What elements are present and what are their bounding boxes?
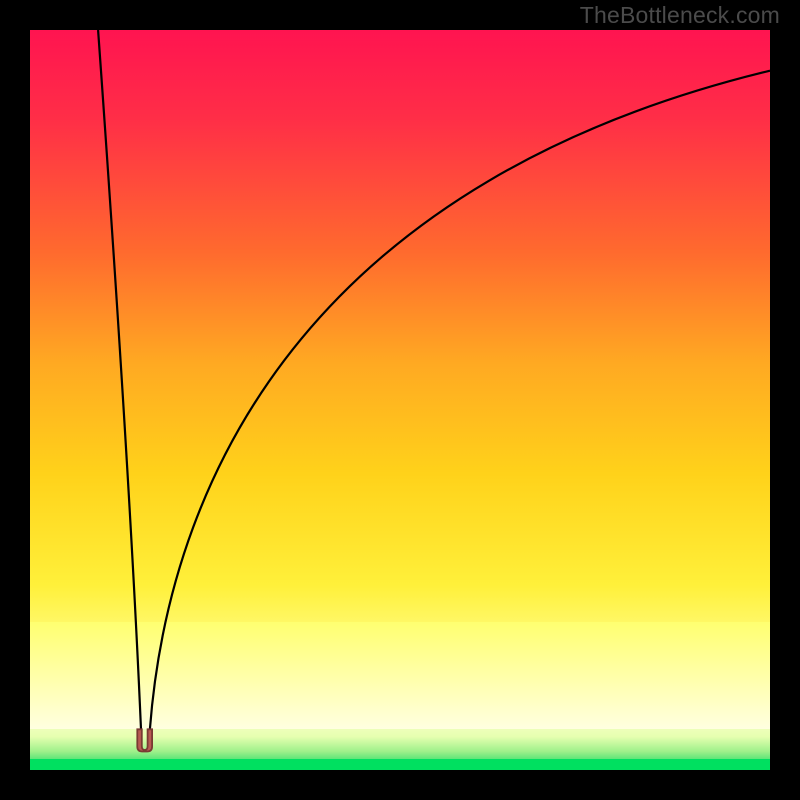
curve-left-branch bbox=[98, 30, 141, 729]
curve-layer bbox=[30, 30, 770, 770]
notch-marker bbox=[137, 729, 152, 751]
chart-root: TheBottleneck.com bbox=[0, 0, 800, 800]
watermark-text: TheBottleneck.com bbox=[580, 2, 780, 29]
curve-right-branch bbox=[150, 71, 770, 730]
plot-area bbox=[30, 30, 770, 770]
